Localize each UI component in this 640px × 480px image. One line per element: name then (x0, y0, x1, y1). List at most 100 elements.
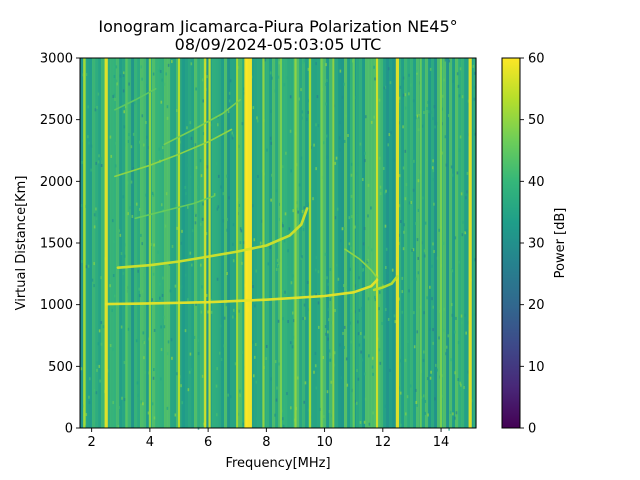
noise-pixel (400, 359, 402, 363)
noise-pixel (393, 314, 396, 318)
noise-pixel (473, 97, 476, 101)
noise-pixel (357, 162, 360, 166)
noise-pixel (187, 388, 190, 392)
noise-pixel (379, 185, 382, 189)
noise-pixel (315, 256, 318, 260)
noise-pixel (401, 276, 404, 280)
noise-pixel (427, 413, 429, 417)
noise-pixel (360, 350, 362, 354)
noise-pixel (293, 104, 295, 108)
noise-pixel (350, 215, 353, 219)
noise-pixel (96, 368, 98, 372)
noise-pixel (100, 321, 103, 325)
noise-pixel (434, 125, 436, 129)
noise-pixel (432, 159, 434, 163)
noise-pixel (340, 239, 342, 243)
noise-pixel (452, 412, 454, 416)
noise-pixel (243, 241, 245, 245)
noise-pixel (302, 60, 305, 64)
noise-pixel (372, 411, 374, 415)
noise-pixel (447, 334, 450, 338)
noise-pixel (412, 99, 415, 103)
noise-pixel (340, 364, 342, 368)
spectrum-column (302, 58, 306, 428)
noise-pixel (222, 219, 225, 223)
echo-trace (163, 99, 241, 146)
noise-pixel (170, 338, 173, 342)
x-tick-label: 6 (204, 435, 212, 450)
noise-pixel (356, 369, 358, 373)
noise-pixel (358, 276, 360, 280)
noise-pixel (110, 154, 113, 158)
noise-pixel (403, 223, 405, 227)
spectrum-column (212, 58, 216, 428)
spectrum-column (86, 58, 90, 428)
noise-pixel (217, 205, 220, 209)
spectrum-column (356, 58, 360, 428)
spectrum-column (281, 58, 285, 428)
noise-pixel (184, 273, 187, 277)
noise-pixel (201, 217, 204, 221)
x-tick-label: 4 (146, 435, 154, 450)
noise-pixel (458, 94, 461, 98)
noise-pixel (297, 210, 299, 214)
noise-pixel (88, 400, 91, 404)
noise-pixel (301, 209, 304, 213)
noise-pixel (326, 155, 329, 159)
noise-pixel (317, 124, 320, 128)
noise-pixel (121, 396, 123, 400)
noise-pixel (190, 136, 193, 140)
noise-pixel (304, 316, 306, 320)
noise-pixel (217, 208, 220, 212)
noise-pixel (190, 263, 193, 267)
noise-pixel (378, 98, 381, 102)
noise-pixel (400, 220, 402, 224)
spectrum-column (377, 58, 381, 428)
noise-pixel (310, 145, 312, 149)
noise-pixel (96, 105, 98, 109)
noise-pixel (195, 87, 197, 91)
noise-pixel (334, 216, 337, 220)
noise-pixel (414, 116, 417, 120)
noise-pixel (175, 204, 178, 208)
noise-pixel (433, 250, 435, 254)
noise-pixel (451, 173, 454, 177)
noise-pixel (153, 328, 156, 332)
noise-pixel (303, 59, 306, 63)
noise-pixel (254, 304, 256, 308)
noise-pixel (359, 331, 362, 335)
noise-pixel (384, 224, 387, 228)
noise-pixel (460, 388, 463, 392)
noise-pixel (324, 325, 327, 329)
noise-pixel (199, 159, 202, 163)
spectrum-column (329, 58, 333, 428)
interference-line (208, 58, 211, 428)
noise-pixel (201, 285, 203, 289)
spectrum-column (284, 58, 288, 428)
noise-pixel (451, 313, 454, 317)
noise-pixel (228, 196, 230, 200)
noise-pixel (226, 272, 228, 276)
noise-pixel (348, 242, 351, 246)
noise-pixel (423, 111, 425, 115)
spectrum-column (134, 58, 138, 428)
noise-pixel (432, 178, 435, 182)
noise-pixel (216, 207, 219, 211)
noise-pixel (93, 388, 96, 392)
noise-pixel (339, 120, 341, 124)
noise-pixel (159, 282, 161, 286)
noise-pixel (301, 116, 303, 120)
noise-pixel (398, 174, 401, 178)
noise-pixel (252, 374, 255, 378)
noise-pixel (432, 117, 434, 121)
noise-pixel (465, 331, 467, 335)
noise-pixel (122, 73, 125, 77)
noise-pixel (462, 220, 464, 224)
noise-pixel (163, 325, 166, 329)
noise-pixel (302, 317, 304, 321)
noise-pixel (358, 308, 361, 312)
noise-pixel (473, 85, 476, 89)
noise-pixel (256, 119, 259, 123)
noise-pixel (265, 344, 268, 348)
noise-pixel (296, 207, 299, 211)
